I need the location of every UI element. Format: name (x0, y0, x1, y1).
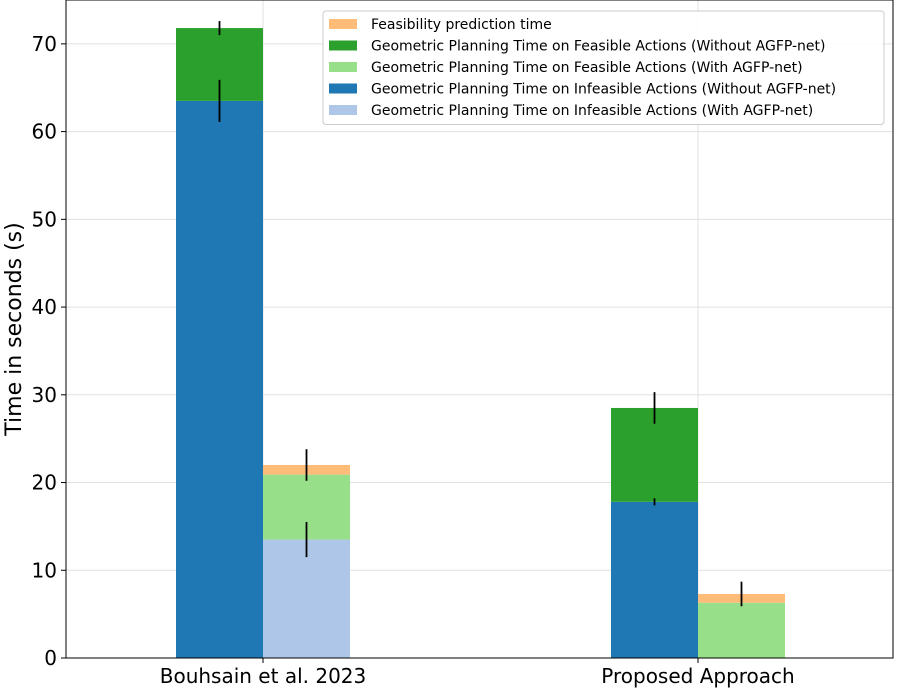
y-tick-label: 50 (32, 207, 57, 231)
y-tick-label: 60 (32, 120, 57, 144)
y-tick-label: 10 (32, 558, 57, 582)
y-tick-label: 20 (32, 471, 57, 495)
legend-label: Geometric Planning Time on Infeasible Ac… (371, 82, 836, 98)
legend-swatch (329, 62, 357, 72)
legend-swatch (329, 105, 357, 115)
bar-segment (611, 501, 698, 658)
y-tick-label: 40 (32, 295, 57, 319)
y-axis-label: Time in seconds (s) (2, 222, 27, 436)
bar-segment (263, 539, 350, 658)
y-axis-ticks: 0 10 20 30 40 50 60 70 (32, 32, 66, 670)
x-tick-label: Proposed Approach (601, 664, 794, 688)
legend-label: Geometric Planning Time on Feasible Acti… (371, 60, 803, 76)
legend-swatch (329, 19, 357, 29)
legend-label: Geometric Planning Time on Feasible Acti… (371, 39, 826, 55)
legend-box (322, 10, 885, 125)
legend: Feasibility prediction time Geometric Pla… (322, 10, 885, 125)
legend-swatch (329, 83, 357, 94)
legend-label: Feasibility prediction time (371, 17, 552, 33)
plot-frame (65, 0, 894, 659)
legend-label: Geometric Planning Time on Infeasible Ac… (371, 103, 813, 119)
y-tick-label: 0 (44, 646, 57, 670)
y-tick-label: 70 (32, 32, 57, 56)
legend-swatch (329, 40, 357, 51)
bars (176, 28, 785, 659)
error-bars (218, 21, 743, 607)
bar-segment (176, 100, 263, 659)
y-tick-label: 30 (32, 383, 57, 407)
x-axis-ticks: Bouhsain et al. 2023 Proposed Approach (160, 658, 795, 688)
bar-segment (698, 602, 785, 658)
x-tick-label: Bouhsain et al. 2023 (160, 664, 367, 688)
